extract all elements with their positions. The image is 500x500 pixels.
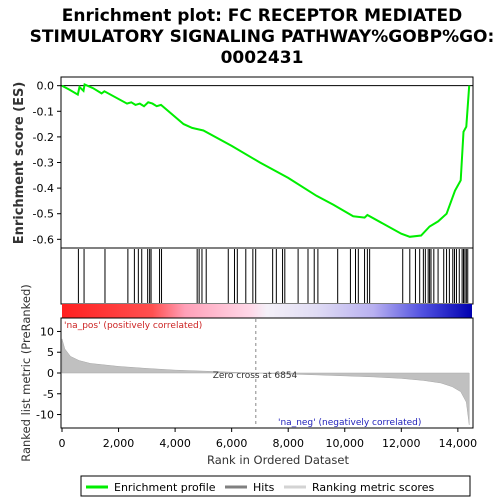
es-y-tick-label: -0.5 <box>33 208 54 221</box>
rank-panel: 10 5 0 -5 -10 Zero cross at 6854 'na_pos' (p… <box>19 284 474 462</box>
rank-y-tick-label: -10 <box>36 409 54 422</box>
rank-y-tick-label: 5 <box>47 346 54 359</box>
x-tick-label: 6,000 <box>216 437 248 450</box>
legend: Enrichment profile Hits Ranking metric s… <box>80 475 471 497</box>
legend-frame <box>80 475 471 497</box>
x-tick-label: 8,000 <box>272 437 304 450</box>
title-line-1: Enrichment plot: FC RECEPTOR MEDIATED <box>62 6 462 26</box>
pos-label: 'na_pos' (positively correlated) <box>64 321 202 331</box>
es-panel: 0.0 -0.1 -0.2 -0.3 -0.4 -0.5 -0.6 Enrichment s… <box>12 76 474 249</box>
es-panel-frame <box>60 76 474 249</box>
legend-ranking-label: Ranking metric scores <box>312 481 434 494</box>
es-y-tick-label: -0.1 <box>33 105 54 118</box>
es-y-tick-label: -0.3 <box>33 157 54 170</box>
x-tick-label: 2,000 <box>103 437 135 450</box>
neg-label: 'na_neg' (negatively correlated) <box>278 418 421 428</box>
zero-cross-label: Zero cross at 6854 <box>213 371 298 381</box>
es-y-ticks: 0.0 -0.1 -0.2 -0.3 -0.4 -0.5 -0.6 <box>33 80 61 246</box>
x-axis-label: Rank in Ordered Dataset <box>207 453 350 467</box>
es-y-axis-label: Enrichment score (ES) <box>12 82 27 245</box>
title-line-2: STIMULATORY SIGNALING PATHWAY%GOBP%GO: <box>30 27 495 47</box>
rank-y-tick-label: -5 <box>43 388 54 401</box>
x-tick-label: 12,000 <box>382 437 421 450</box>
es-y-tick-label: -0.2 <box>33 131 54 144</box>
rank-y-axis-label: Ranked list metric (PreRanked) <box>19 284 33 462</box>
x-tick-label: 14,000 <box>439 437 478 450</box>
title-line-3: 0002431 <box>221 48 304 68</box>
hits-panel <box>60 247 474 305</box>
hit-lines <box>77 249 469 303</box>
x-axis-ticks: 0 2,000 4,000 6,000 8,000 10,000 12,000 14,000 <box>59 428 478 450</box>
rank-y-ticks: 10 5 0 -5 -10 <box>36 325 61 422</box>
ranking-color-band <box>62 304 472 318</box>
es-y-tick-label: -0.4 <box>33 182 54 195</box>
chart-title: Enrichment plot: FC RECEPTOR MEDIATED ST… <box>30 6 495 68</box>
legend-hits-label: Hits <box>253 481 275 494</box>
es-y-tick-label: 0.0 <box>37 80 55 93</box>
x-tick-label: 10,000 <box>326 437 365 450</box>
x-tick-label: 0 <box>59 437 66 450</box>
ranking-metric-area <box>61 338 470 425</box>
legend-enrichment-label: Enrichment profile <box>114 481 216 494</box>
hits-panel-frame <box>60 247 474 305</box>
x-tick-label: 4,000 <box>159 437 191 450</box>
rank-y-tick-label: 10 <box>40 325 54 338</box>
enrichment-profile-line <box>61 82 471 238</box>
rank-y-tick-label: 0 <box>47 367 54 380</box>
es-y-tick-label: -0.6 <box>33 233 54 246</box>
